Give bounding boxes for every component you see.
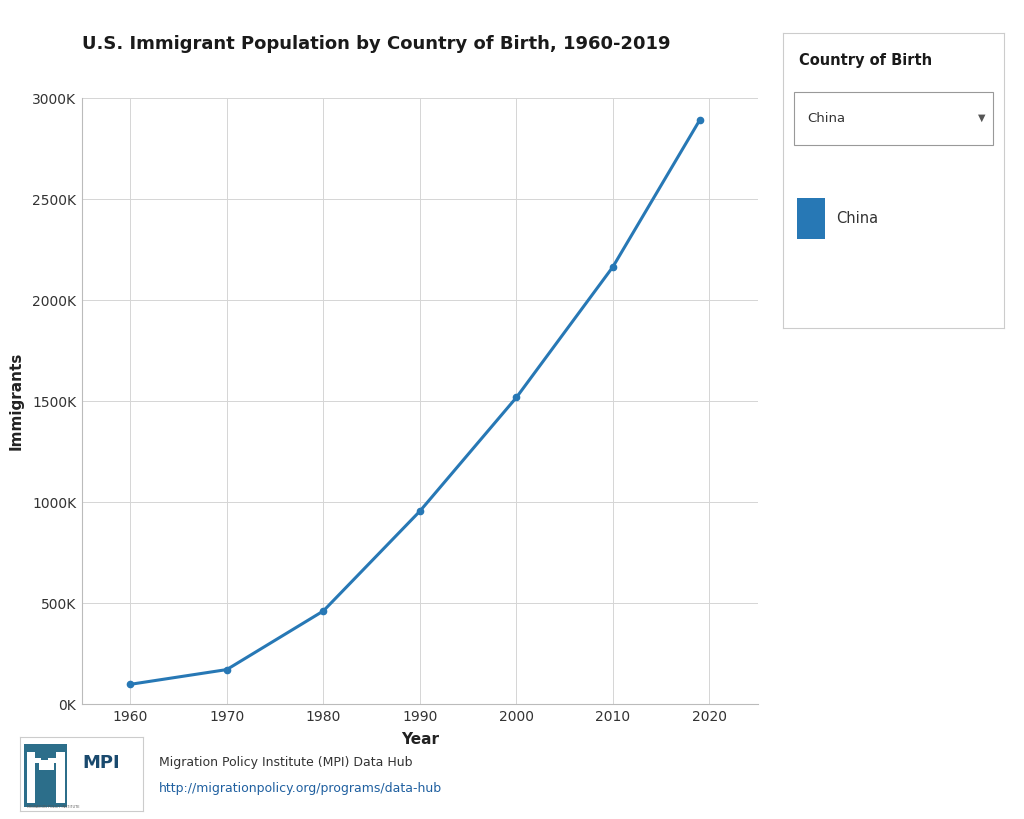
Bar (39, 760, 53, 770)
Text: MPI: MPI (82, 754, 120, 771)
Bar (25, 744, 68, 808)
Bar (27, 752, 35, 803)
Y-axis label: Immigrants: Immigrants (9, 352, 24, 450)
FancyBboxPatch shape (795, 92, 992, 145)
Bar (27, 758, 41, 763)
FancyBboxPatch shape (797, 198, 825, 239)
Text: http://migrationpolicy.org/programs/data-hub: http://migrationpolicy.org/programs/data… (159, 782, 441, 795)
Text: U.S. Immigrant Population by Country of Birth, 1960-2019: U.S. Immigrant Population by Country of … (82, 35, 671, 53)
Bar (47, 758, 62, 763)
Bar (56, 752, 65, 803)
Text: Country of Birth: Country of Birth (799, 53, 932, 69)
Text: China: China (837, 211, 879, 226)
Text: Migration Policy Institute (MPI) Data Hub: Migration Policy Institute (MPI) Data Hu… (159, 757, 413, 769)
Text: MIGRATION POLICY INSTITUTE: MIGRATION POLICY INSTITUTE (27, 804, 79, 808)
Text: China: China (808, 111, 846, 124)
X-axis label: Year: Year (400, 732, 439, 747)
Text: ▼: ▼ (978, 113, 986, 124)
